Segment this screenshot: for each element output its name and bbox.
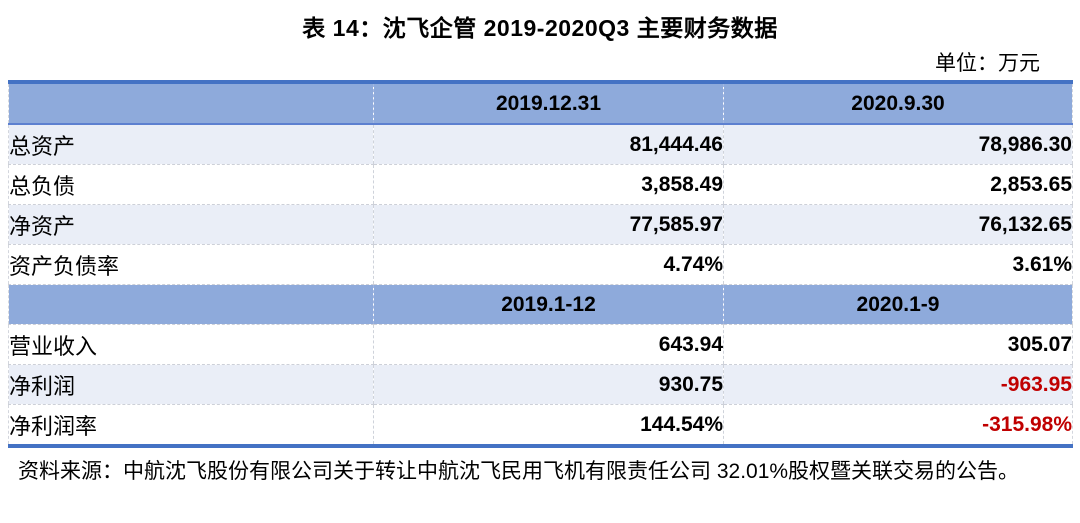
metric-value: 4.74% [373,244,724,285]
metric-label: 营业收入 [8,324,374,365]
period-header-row: 2019.12.31 2020.9.30 [8,80,1073,125]
table-row: 资产负债率 4.74% 3.61% [8,244,1073,285]
period-label: 2020.9.30 [723,80,1073,125]
metric-value: 2,853.65 [723,164,1073,205]
header-spacer-cell [8,284,374,325]
metric-value: 3.61% [723,244,1073,285]
metric-value: 643.94 [373,324,724,365]
metric-value: 930.75 [373,364,724,405]
metric-label: 资产负债率 [8,244,374,285]
table-row: 总负债 3,858.49 2,853.65 [8,164,1073,205]
metric-label: 净资产 [8,204,374,245]
table-row: 净利润 930.75 -963.95 [8,364,1073,405]
period-header-row: 2019.1-12 2020.1-9 [8,284,1073,325]
metric-value: 81,444.46 [373,124,724,165]
period-label: 2020.1-9 [723,284,1073,325]
table-row: 总资产 81,444.46 78,986.30 [8,124,1073,165]
table-row: 净资产 77,585.97 76,132.65 [8,204,1073,245]
metric-label: 净利润率 [8,404,374,447]
metric-value: 305.07 [723,324,1073,365]
period-label: 2019.12.31 [373,80,724,125]
metric-label: 总负债 [8,164,374,205]
period-label: 2019.1-12 [373,284,724,325]
metric-value: -315.98% [723,404,1073,447]
table-row: 净利润率 144.54% -315.98% [8,404,1073,447]
unit-label: 单位：万元 [935,52,1040,75]
table-row: 营业收入 643.94 305.07 [8,324,1073,365]
metric-value: 144.54% [373,404,724,447]
metric-value: -963.95 [723,364,1073,405]
header-spacer-cell [8,80,374,125]
metric-label: 净利润 [8,364,374,405]
metric-value: 3,858.49 [373,164,724,205]
financial-table: 2019.12.31 2020.9.30 总资产 81,444.46 78,986.30… [8,80,1073,448]
metric-value: 77,585.97 [373,204,724,245]
table-title: 表 14：沈飞企管 2019-2020Q3 主要财务数据 [302,15,778,41]
metric-value: 78,986.30 [723,124,1073,165]
metric-label: 总资产 [8,124,374,165]
metric-value: 76,132.65 [723,204,1073,245]
source-note: 资料来源：中航沈飞股份有限公司关于转让中航沈飞民用飞机有限责任公司 32.01%… [18,460,1020,483]
